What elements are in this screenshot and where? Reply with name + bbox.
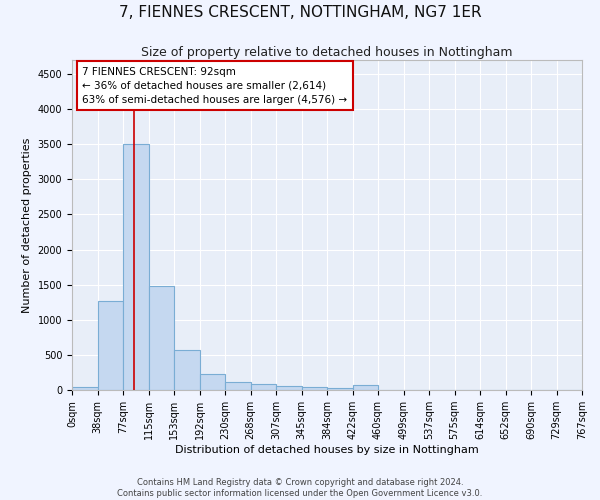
Bar bbox=[276, 386, 302, 390]
Bar bbox=[353, 385, 378, 390]
Bar bbox=[123, 144, 149, 390]
Bar bbox=[174, 350, 199, 390]
Bar bbox=[97, 301, 123, 390]
X-axis label: Distribution of detached houses by size in Nottingham: Distribution of detached houses by size … bbox=[175, 445, 479, 455]
Bar bbox=[327, 388, 353, 390]
Text: Contains HM Land Registry data © Crown copyright and database right 2024.
Contai: Contains HM Land Registry data © Crown c… bbox=[118, 478, 482, 498]
Bar bbox=[149, 286, 174, 390]
Bar bbox=[199, 374, 225, 390]
Bar bbox=[72, 387, 97, 390]
Y-axis label: Number of detached properties: Number of detached properties bbox=[22, 138, 32, 312]
Bar bbox=[225, 382, 251, 390]
Text: 7 FIENNES CRESCENT: 92sqm
← 36% of detached houses are smaller (2,614)
63% of se: 7 FIENNES CRESCENT: 92sqm ← 36% of detac… bbox=[82, 66, 347, 104]
Bar bbox=[251, 384, 276, 390]
Bar bbox=[302, 387, 327, 390]
Text: 7, FIENNES CRESCENT, NOTTINGHAM, NG7 1ER: 7, FIENNES CRESCENT, NOTTINGHAM, NG7 1ER bbox=[119, 5, 481, 20]
Title: Size of property relative to detached houses in Nottingham: Size of property relative to detached ho… bbox=[141, 46, 513, 59]
